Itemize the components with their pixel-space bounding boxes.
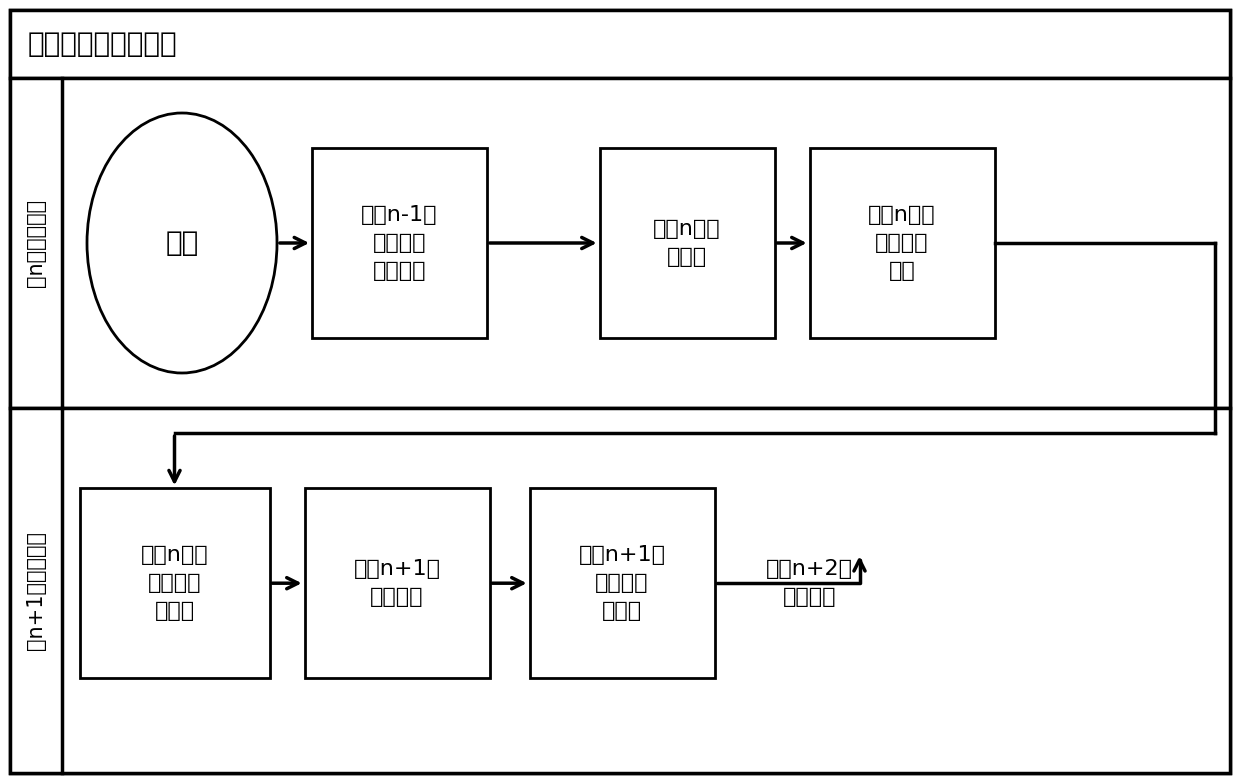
Text: 获取n-1轮
任务规划
结束状态: 获取n-1轮 任务规划 结束状态 bbox=[361, 205, 438, 281]
Bar bbox=[10, 78, 1230, 408]
Bar bbox=[599, 148, 775, 338]
Text: 记录n轮任
务规划后
状态: 记录n轮任 务规划后 状态 bbox=[868, 205, 936, 281]
Text: 第n+1次任务规划: 第n+1次任务规划 bbox=[26, 531, 46, 650]
Text: 开始n+1轮
任务规划: 开始n+1轮 任务规划 bbox=[353, 559, 440, 607]
Text: 开始n轮任
务规划: 开始n轮任 务规划 bbox=[653, 219, 720, 267]
Bar bbox=[529, 488, 714, 678]
Bar bbox=[79, 488, 269, 678]
Text: 获取n轮任
务规划结
束状态: 获取n轮任 务规划结 束状态 bbox=[140, 545, 208, 621]
Text: 开始: 开始 bbox=[165, 229, 198, 257]
Bar bbox=[10, 408, 1230, 773]
Text: 第n轮任务规划: 第n轮任务规划 bbox=[26, 199, 46, 287]
Text: 转入n+2轮
任务规划: 转入n+2轮 任务规划 bbox=[766, 559, 853, 607]
Bar bbox=[10, 10, 1230, 78]
Ellipse shape bbox=[87, 113, 277, 373]
Text: 记录n+1轮
任务规划
后状态: 记录n+1轮 任务规划 后状态 bbox=[579, 545, 666, 621]
Text: 滚动式动态任务规划: 滚动式动态任务规划 bbox=[29, 30, 177, 58]
Bar bbox=[305, 488, 490, 678]
Bar bbox=[312, 148, 487, 338]
Bar bbox=[810, 148, 994, 338]
